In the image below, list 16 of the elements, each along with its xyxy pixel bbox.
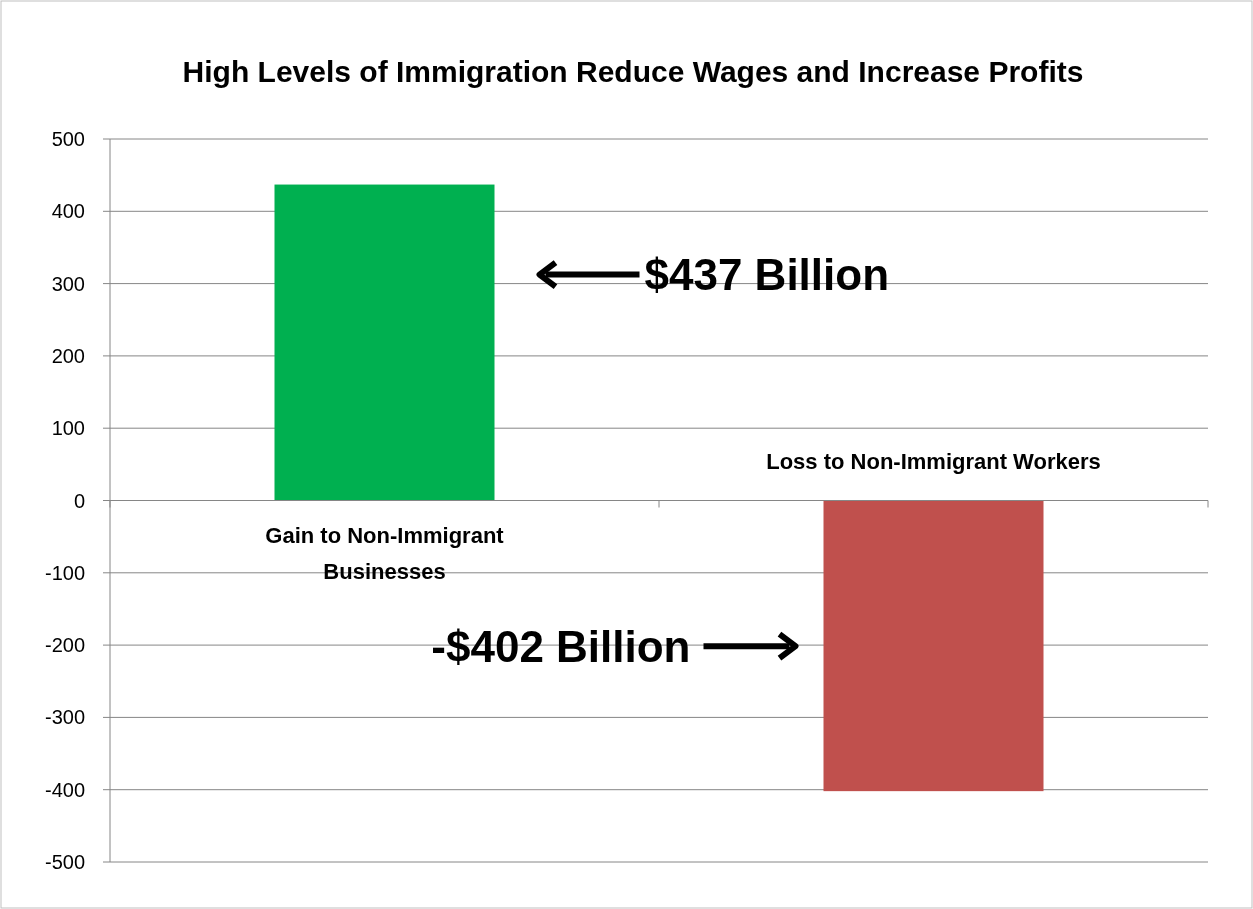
y-tick-label: 0 [73, 489, 85, 512]
y-tick-label: -300 [44, 706, 85, 729]
y-tick-label: -500 [44, 851, 85, 873]
annotation: $437 Billion [644, 249, 890, 299]
x-tick-label: Loss to Non-Immigrant Workers [766, 448, 1101, 474]
x-tick-label: Gain to Non-Immigrant Businesses [265, 522, 505, 584]
y-tick-label: 200 [51, 344, 85, 367]
y-tick-label: 400 [51, 200, 85, 223]
y-tick-label: 500 [51, 128, 85, 150]
annotation: -$402 Billion [431, 621, 691, 671]
y-tick-label: -400 [44, 778, 85, 801]
chart-title: High Levels of Immigration Reduce Wages and Increase Profits [182, 55, 1084, 88]
y-tick-label: -200 [44, 634, 85, 657]
y-tick-label: -100 [44, 561, 85, 584]
y-tick-label: 100 [51, 417, 85, 440]
y-tick-label: 300 [51, 272, 85, 295]
